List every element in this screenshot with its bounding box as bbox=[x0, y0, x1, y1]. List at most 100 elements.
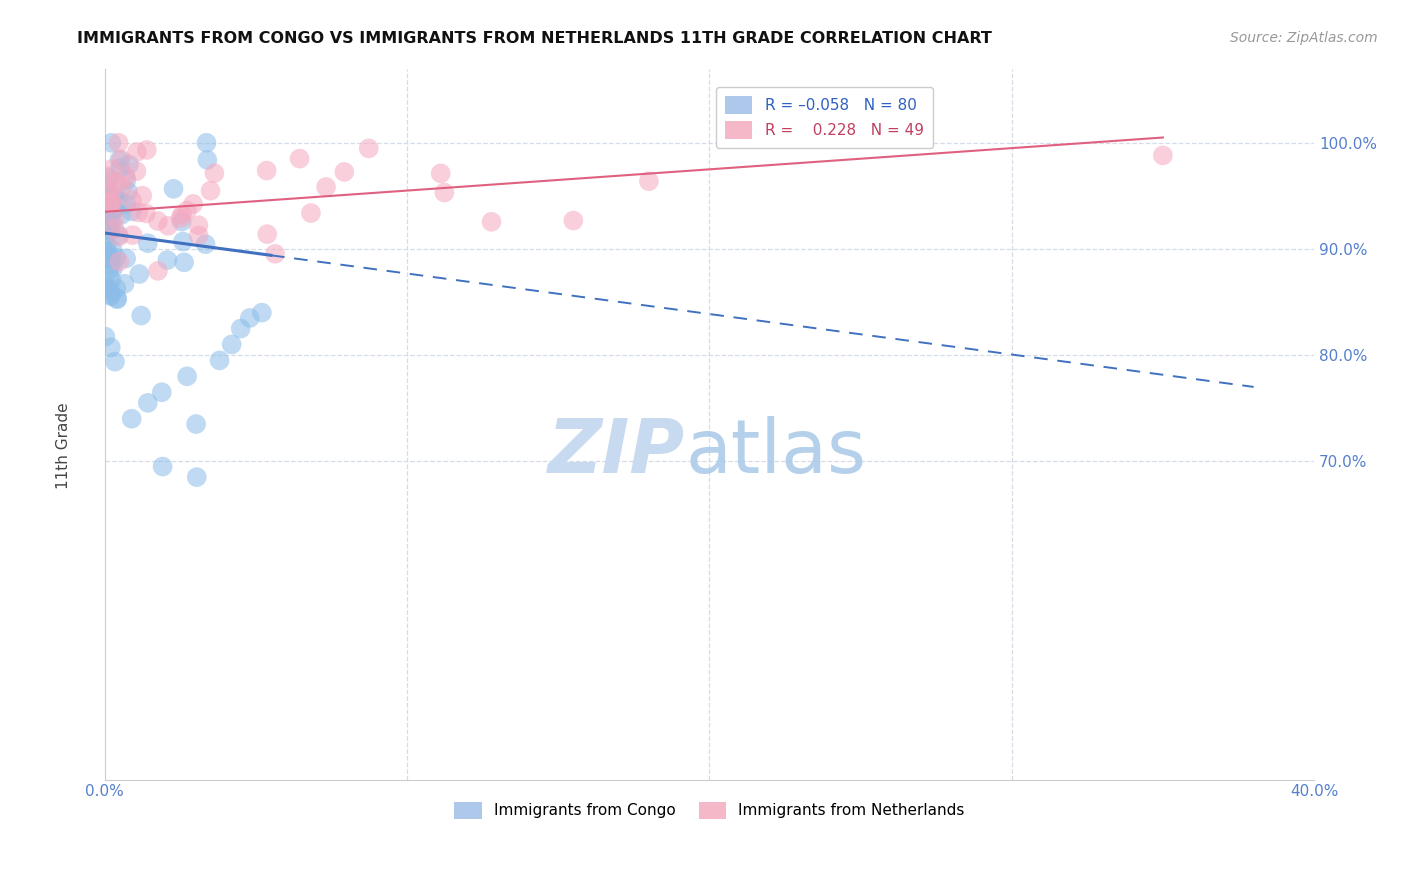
Point bbox=[264, 247, 287, 261]
Point bbox=[97, 212, 120, 227]
Point bbox=[98, 216, 121, 230]
Point bbox=[121, 194, 143, 208]
Point bbox=[98, 187, 121, 202]
Text: atlas: atlas bbox=[685, 416, 866, 489]
Point bbox=[98, 209, 121, 223]
Point bbox=[107, 136, 129, 150]
Point bbox=[195, 153, 218, 167]
Point bbox=[315, 180, 337, 194]
Point bbox=[204, 166, 226, 180]
Point bbox=[115, 173, 138, 187]
Point bbox=[105, 293, 128, 307]
Point bbox=[256, 163, 278, 178]
Point bbox=[333, 165, 356, 179]
Point bbox=[121, 411, 143, 425]
Text: 11th Grade: 11th Grade bbox=[56, 402, 70, 490]
Point bbox=[105, 251, 128, 265]
Point bbox=[117, 185, 139, 199]
Point bbox=[97, 176, 120, 190]
Point bbox=[94, 214, 117, 228]
Point bbox=[97, 248, 120, 262]
Point bbox=[221, 337, 243, 351]
Point bbox=[152, 459, 174, 474]
Point bbox=[173, 255, 195, 269]
Point bbox=[229, 321, 252, 335]
Point bbox=[429, 166, 451, 180]
Point bbox=[131, 188, 153, 202]
Point bbox=[98, 284, 121, 298]
Point bbox=[107, 228, 129, 243]
Point bbox=[208, 353, 231, 368]
Point bbox=[114, 169, 136, 184]
Point bbox=[98, 203, 121, 218]
Point bbox=[100, 289, 122, 303]
Point bbox=[104, 211, 127, 225]
Point bbox=[108, 229, 131, 244]
Point bbox=[186, 470, 208, 484]
Point bbox=[100, 199, 122, 213]
Point bbox=[169, 211, 191, 226]
Point bbox=[115, 197, 138, 211]
Point bbox=[105, 291, 128, 305]
Point bbox=[200, 184, 222, 198]
Point bbox=[128, 267, 150, 281]
Point bbox=[194, 237, 217, 252]
Point bbox=[1152, 148, 1174, 162]
Point bbox=[110, 153, 132, 167]
Point bbox=[94, 329, 117, 343]
Point bbox=[170, 208, 193, 222]
Point bbox=[103, 202, 125, 217]
Point bbox=[100, 273, 122, 287]
Point bbox=[108, 161, 131, 176]
Point bbox=[195, 136, 218, 150]
Point bbox=[96, 194, 118, 208]
Point bbox=[101, 243, 124, 257]
Point bbox=[96, 252, 118, 267]
Point bbox=[97, 169, 120, 184]
Point bbox=[125, 145, 148, 159]
Point bbox=[100, 196, 122, 211]
Point bbox=[187, 228, 209, 243]
Point bbox=[256, 227, 278, 242]
Point bbox=[562, 213, 585, 227]
Point bbox=[94, 250, 117, 264]
Point bbox=[98, 224, 121, 238]
Point bbox=[125, 164, 148, 178]
Point bbox=[107, 193, 129, 207]
Point bbox=[100, 136, 122, 150]
Point bbox=[299, 206, 322, 220]
Point bbox=[98, 288, 121, 302]
Point bbox=[103, 221, 125, 235]
Point bbox=[127, 205, 149, 219]
Point bbox=[357, 141, 380, 155]
Text: IMMIGRANTS FROM CONGO VS IMMIGRANTS FROM NETHERLANDS 11TH GRADE CORRELATION CHAR: IMMIGRANTS FROM CONGO VS IMMIGRANTS FROM… bbox=[77, 31, 993, 46]
Point bbox=[176, 369, 198, 384]
Point bbox=[100, 340, 122, 354]
Point bbox=[94, 280, 117, 294]
Point bbox=[101, 195, 124, 210]
Point bbox=[114, 277, 136, 291]
Point bbox=[162, 182, 184, 196]
Point bbox=[108, 153, 131, 167]
Point bbox=[97, 170, 120, 185]
Point bbox=[96, 278, 118, 293]
Point bbox=[170, 214, 193, 228]
Point bbox=[107, 176, 129, 190]
Point bbox=[146, 214, 169, 228]
Point bbox=[100, 162, 122, 177]
Point bbox=[638, 174, 661, 188]
Point bbox=[239, 310, 262, 325]
Point bbox=[100, 258, 122, 272]
Point bbox=[105, 281, 128, 295]
Point bbox=[150, 385, 173, 400]
Point bbox=[121, 204, 143, 219]
Point bbox=[100, 251, 122, 265]
Point bbox=[135, 206, 157, 220]
Point bbox=[121, 228, 143, 243]
Point bbox=[156, 253, 179, 268]
Point bbox=[97, 282, 120, 296]
Point bbox=[98, 196, 121, 211]
Legend: Immigrants from Congo, Immigrants from Netherlands: Immigrants from Congo, Immigrants from N… bbox=[449, 796, 970, 825]
Point bbox=[98, 263, 121, 277]
Point bbox=[135, 143, 157, 157]
